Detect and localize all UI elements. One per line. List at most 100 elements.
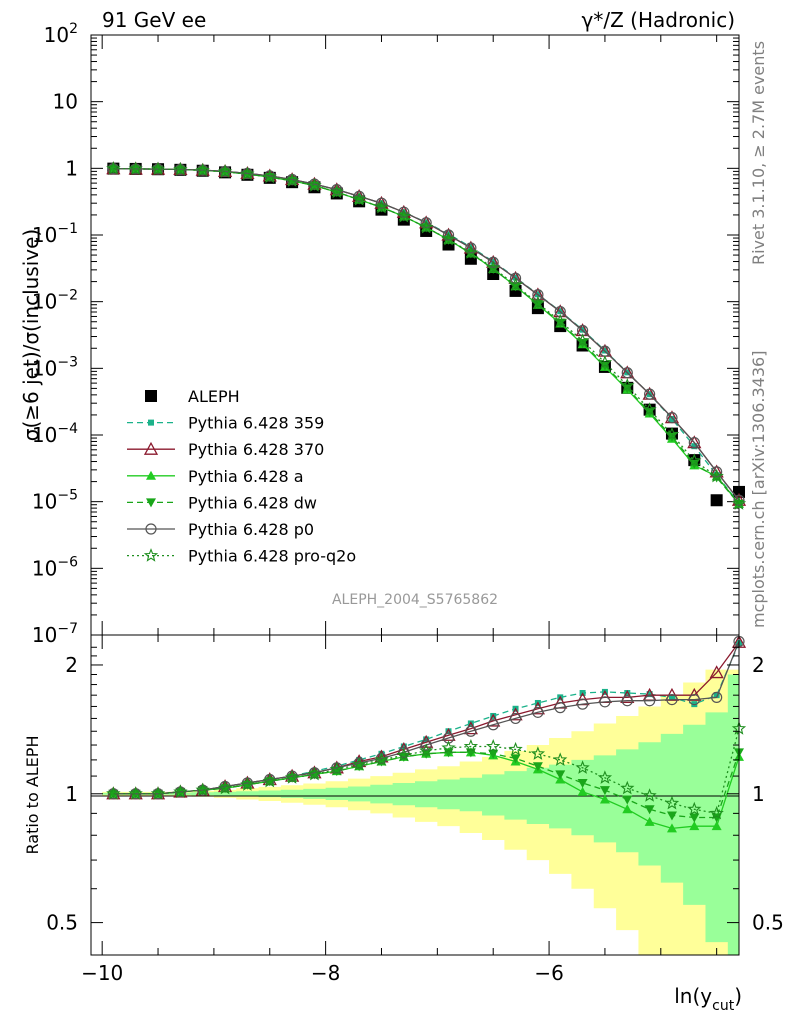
ratio-point-p370 xyxy=(463,721,478,735)
x-tick-label: −10 xyxy=(81,961,123,985)
data-point-pq2o xyxy=(553,313,568,328)
ratio-point-pp0 xyxy=(576,698,589,710)
data-point-pp0 xyxy=(509,272,522,284)
legend-entry-label: Pythia 6.428 370 xyxy=(188,440,324,459)
data-point-p359 xyxy=(691,443,698,450)
ratio-point-pdw xyxy=(689,813,700,823)
ratio-point-pq2o xyxy=(486,738,501,753)
legend-marker-p359 xyxy=(148,419,154,426)
data-point-pq2o xyxy=(374,199,389,214)
data-point-pq2o xyxy=(128,161,143,176)
ratio-series xyxy=(106,634,747,833)
y-tick-label: 10−4 xyxy=(32,421,78,447)
data-point-pq2o xyxy=(575,333,590,347)
data-point-pq2o xyxy=(173,161,188,176)
data-point-pdw xyxy=(532,300,543,310)
ratio-point-pp0 xyxy=(711,691,723,703)
legend-marker-pq2o xyxy=(143,548,159,562)
ratio-point-pp0 xyxy=(465,725,477,737)
ratio-point-pq2o xyxy=(217,780,233,795)
ratio-point-pa xyxy=(599,794,610,804)
ratio-point-pa xyxy=(577,786,588,796)
x-tick-label: −6 xyxy=(534,961,563,985)
ratio-point-pa xyxy=(622,804,633,814)
ratio-point-pp0 xyxy=(621,695,633,707)
ratio-point-pp0 xyxy=(509,712,522,725)
data-point-pq2o xyxy=(106,161,121,175)
data-point-pq2o xyxy=(486,260,501,274)
legend-entry-label: ALEPH xyxy=(188,387,240,406)
ratio-line-pq2o xyxy=(113,728,740,815)
ratio-point-pp0 xyxy=(666,693,678,706)
watermark: ALEPH_2004_S5765862 xyxy=(332,592,498,608)
y-tick-label-exponent: 2 xyxy=(69,21,78,37)
y-tick-label-exponent: −4 xyxy=(57,421,78,437)
ratio-frame xyxy=(90,634,740,956)
data-point-pp0 xyxy=(666,412,678,424)
data-point-pq2o xyxy=(642,402,657,416)
ratio-point-p370 xyxy=(709,665,724,679)
ratio-point-pq2o xyxy=(396,747,411,762)
ratio-point-pq2o xyxy=(150,786,166,800)
y-tick-label: 10−5 xyxy=(32,488,78,514)
y-tick-label: 102 xyxy=(44,21,78,47)
data-point-pq2o xyxy=(709,468,724,483)
ratio-point-pa xyxy=(666,823,677,833)
ratio-y-tick-label-right: 1 xyxy=(752,782,765,806)
data-point-pq2o xyxy=(195,162,210,177)
ratio-point-pq2o xyxy=(664,795,680,810)
ratio-point-pdw xyxy=(622,795,633,805)
y-tick-label: 10−3 xyxy=(32,354,78,380)
data-point-pq2o xyxy=(508,277,523,292)
data-point-pp0 xyxy=(532,289,544,301)
ratio-point-pq2o xyxy=(463,739,479,753)
ratio-point-pq2o xyxy=(597,770,613,784)
data-point-pq2o xyxy=(150,161,166,176)
main-ylabel: σ(≥6 jet)/σ(inclusive) xyxy=(19,229,43,441)
y-tick-label: 10 xyxy=(53,90,78,114)
ratio-point-pq2o xyxy=(128,786,143,800)
data-point-pp0 xyxy=(621,367,633,379)
y-tick-label-base: 10 xyxy=(32,623,57,647)
legend-entry-label: Pythia 6.428 359 xyxy=(188,414,324,433)
ratio-point-pq2o xyxy=(351,757,367,771)
y-tick-label: 10−7 xyxy=(32,621,78,647)
ratio-y-tick-label-right: 0.5 xyxy=(752,911,784,935)
y-tick-label-base: 10 xyxy=(32,356,57,380)
ratio-point-p359 xyxy=(668,694,675,701)
ratio-point-pq2o xyxy=(329,761,344,776)
ratio-point-p359 xyxy=(624,689,631,696)
ratio-y-tick-label: 0.5 xyxy=(46,911,78,935)
data-point-pq2o xyxy=(687,453,702,467)
ratio-point-p359 xyxy=(423,736,430,743)
data-point-pq2o xyxy=(463,245,479,259)
x-axis-label: ln(ycut) xyxy=(674,984,742,1014)
ratio-point-pq2o xyxy=(307,766,322,781)
data-point-pp0 xyxy=(688,436,700,449)
ratio-point-pq2o xyxy=(441,740,456,755)
ratio-y-tick-label: 1 xyxy=(65,782,78,806)
ratio-point-pdw xyxy=(666,811,677,821)
y-tick-label-base: 10 xyxy=(32,223,57,247)
ratio-point-pa xyxy=(711,821,722,831)
y-tick-label: 10−1 xyxy=(32,221,78,247)
y-tick-label: 10−6 xyxy=(32,554,78,580)
ratio-y-tick-label: 2 xyxy=(65,653,78,677)
data-point-pp0 xyxy=(465,242,477,254)
data-point-pq2o xyxy=(284,173,300,187)
legend-marker-pp0 xyxy=(145,523,157,535)
x-axis-label-main: ln(y xyxy=(674,984,712,1008)
ratio-point-pq2o xyxy=(530,746,546,760)
y-tick-label-base: 10 xyxy=(44,23,69,47)
y-tick-label-exponent: −1 xyxy=(57,221,78,237)
data-point-pdw xyxy=(510,282,521,292)
legend-marker-p370 xyxy=(143,441,159,455)
data-point-p359 xyxy=(668,415,675,422)
data-point-pp0 xyxy=(398,206,410,218)
ratio-band-inner xyxy=(102,674,739,955)
ratio-point-p359 xyxy=(400,743,407,750)
legend-entry-label: Pythia 6.428 a xyxy=(188,467,304,486)
ratio-point-pp0 xyxy=(420,739,432,751)
